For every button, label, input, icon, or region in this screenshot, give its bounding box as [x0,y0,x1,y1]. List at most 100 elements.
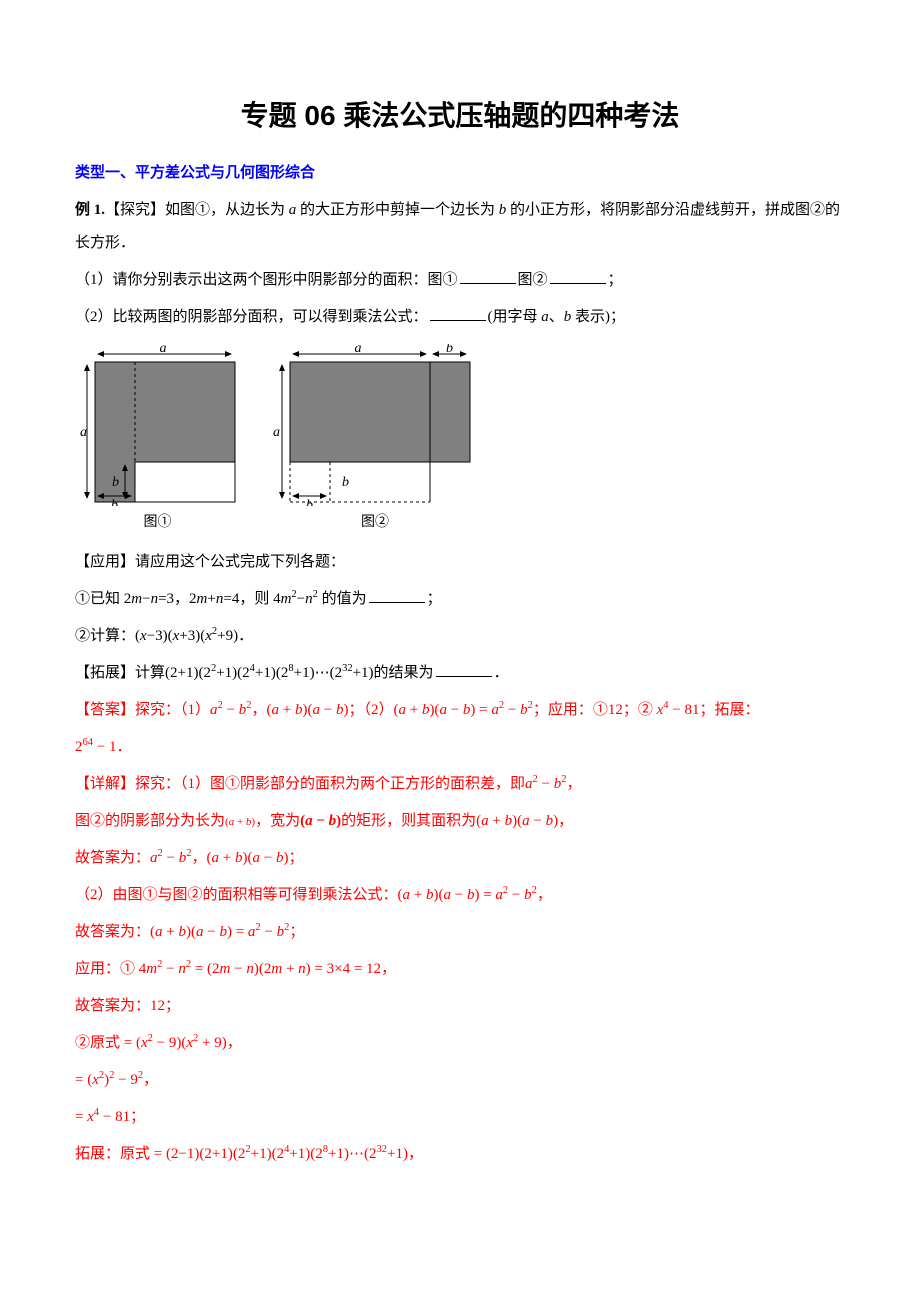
detail2-expr-2: (a − b) [300,813,341,829]
detail-6: 应用：① 4m2 − n2 = (2m − n)(2m + n) = 3×4 =… [75,953,845,986]
figure-1-block: a a b b 图① [75,344,240,539]
detail-9: = (x2)2 − 92， [75,1064,845,1097]
ans-expr-3: (a + b)(a − b) = a2 − b2 [393,702,532,718]
ans-expr-2: (a + b)(a − b) [267,702,349,718]
ext-text-3: ． [494,665,509,681]
svg-text:a: a [273,425,280,440]
detail-3: 故答案为：a2 − b2，(a + b)(a − b)； [75,842,845,875]
app1-text-4: 的值为 [318,591,367,607]
detail10-expr: = x4 − 81 [75,1109,130,1125]
detail8-text-1: ②原式 [75,1035,120,1051]
detail3-text-1: 故答案为： [75,850,150,866]
answer-line: 【答案】探究：（1）a2 − b2，(a + b)(a − b)；（2）(a +… [75,694,845,727]
detail6-text-1: 应用：① [75,961,139,977]
detail-1: 【详解】探究：（1）图①阴影部分的面积为两个正方形的面积差，即a2 − b2， [75,768,845,801]
detail-2: 图②的阴影部分为长为(a + b)，宽为(a − b)的矩形，则其面积为(a +… [75,805,845,838]
detail9-expr: = (x2)2 − 92 [75,1072,143,1088]
svg-text:b: b [112,475,119,490]
example-intro: 例 1.【探究】如图①，从边长为 a 的大正方形中剪掉一个边长为 b 的小正方形… [75,194,845,260]
var-a: a [541,309,549,325]
ans-expr-4: x4 − 81 [657,702,700,718]
figure-2-svg: a b a b b [270,344,480,506]
blank-3 [430,307,486,321]
svg-text:a: a [355,344,362,356]
ans-expr-5: 264 − 1 [75,739,116,755]
figure-1-label: 图① [144,508,172,539]
extension: 【拓展】计算(2+1)(22+1)(24+1)(28+1)⋯(232+1)的结果… [75,657,845,690]
question-1: （1）请你分别表示出这两个图形中阴影部分的面积：图①图②； [75,264,845,297]
section-header: 类型一、平方差公式与几何图形综合 [75,157,845,190]
detail-label: 【详解】 [75,776,135,792]
detail-7: 故答案为：12； [75,990,845,1023]
question-2: （2）比较两图的阴影部分面积，可以得到乘法公式：(用字母 a、b 表示)； [75,301,845,334]
detail2-text-4: ， [558,813,573,829]
detail1-text2: ， [567,776,582,792]
detail2-text-3: 的矩形，则其面积为 [341,813,476,829]
blank-2 [550,270,606,284]
detail4-text-1: （2）由图①与图②的面积相等可得到乘法公式： [75,887,398,903]
var-n2: n [305,591,313,607]
var-n: n [151,591,159,607]
detail5-expr: (a + b)(a − b) = a2 − b2 [150,924,289,940]
detail8-expr: = (x2 − 9)(x2 + 9) [120,1035,227,1051]
app1-text-2: =3，2 [158,591,196,607]
svg-text:b: b [342,475,349,490]
svg-text:b: b [306,498,313,506]
intro-text-1: 【探究】如图①，从边长为 [105,202,289,218]
detail1-text: 探究：（1）图①阴影部分的面积为两个正方形的面积差，即 [135,776,525,792]
detail-4: （2）由图①与图②的面积相等可得到乘法公式：(a + b)(a − b) = a… [75,879,845,912]
detail3-text-3: ； [288,850,303,866]
q2-text-3: 、 [549,309,564,325]
q2-text-1: （2）比较两图的阴影部分面积，可以得到乘法公式： [75,309,428,325]
svg-text:b: b [446,344,453,356]
app1-text-1: ①已知 2 [75,591,131,607]
detail-8: ②原式 = (x2 − 9)(x2 + 9)， [75,1027,845,1060]
blank-5 [436,663,492,677]
app1-text-3: =4，则 4 [223,591,280,607]
blank-4 [369,589,425,603]
app2-text-1: ②计算：( [75,628,140,644]
q1-text-2: 图② [518,272,548,288]
ans-comma-1: ， [252,702,267,718]
q2-text-4: 表示)； [571,309,625,325]
ans-expr-1: a2 − b2 [210,702,251,718]
app2-text-2: −3)( [147,628,173,644]
detail8-text-2: ， [227,1035,242,1051]
intro-text-2: 的大正方形中剪掉一个边长为 [296,202,499,218]
ans-text-3: ；应用：①12；② [533,702,657,718]
detail11-text-2: ， [408,1146,423,1162]
detail11-expr: = (2−1)(2+1)(22+1)(24+1)(28+1)⋯(232+1) [150,1146,408,1162]
example-label: 例 1. [75,202,105,218]
application-2: ②计算：(x−3)(x+3)(x2+9)． [75,620,845,653]
detail3-expr-2: (a + b)(a − b) [207,850,289,866]
detail2-text-2: ，宽为 [255,813,300,829]
var-m: m [197,591,208,607]
detail2-expr-3: (a + b)(a − b) [476,813,558,829]
figure-1-svg: a a b b [75,344,240,506]
detail2-text-1: 图②的阴影部分为长为 [75,813,225,829]
app2-text-3: +3)( [179,628,205,644]
ans-text-1: 探究：（1） [135,702,210,718]
svg-text:b: b [111,498,118,506]
var-x2: x [205,628,212,644]
detail6-expr: 4m2 − n2 = (2m − n)(2m + n) = 3×4 = 12 [139,961,381,977]
answer-label: 【答案】 [75,702,135,718]
detail3-text-2: ， [191,850,206,866]
detail11-text-1: 拓展：原式 [75,1146,150,1162]
detail10-text-2: ； [130,1109,145,1125]
var-m: m [131,591,142,607]
detail4-text-2: ， [537,887,552,903]
ans-period: ． [116,739,131,755]
var-x: x [140,628,147,644]
detail5-text-2: ； [289,924,304,940]
ext-text-2: 的结果为 [374,665,434,681]
detail2-expr-1: (a + b) [225,816,255,828]
detail-5: 故答案为：(a + b)(a − b) = a2 − b2； [75,916,845,949]
page-title: 专题 06 乘法公式压轴题的四种考法 [75,85,845,147]
detail4-expr: (a + b)(a − b) = a2 − b2 [398,887,537,903]
detail6-text-2: ， [381,961,396,977]
app1-text-5: ； [427,591,442,607]
svg-text:a: a [160,344,167,356]
ext-expr: (2+1)(22+1)(24+1)(28+1)⋯(232+1) [165,665,374,681]
figures-container: a a b b 图① [75,344,845,539]
